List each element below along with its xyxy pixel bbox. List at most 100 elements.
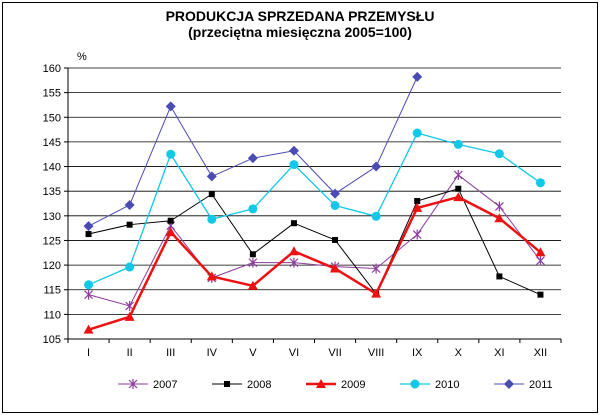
data-point-star bbox=[494, 201, 504, 212]
data-point-square bbox=[332, 236, 339, 243]
data-point-circle bbox=[248, 204, 258, 214]
y-tick-label: 105 bbox=[43, 334, 61, 346]
data-point-diamond bbox=[247, 153, 258, 164]
data-point-triangle bbox=[535, 247, 546, 257]
data-point-circle bbox=[412, 128, 422, 138]
data-point-square bbox=[290, 220, 297, 227]
legend-item-2010: 2010 bbox=[400, 379, 459, 391]
x-tick-label: IX bbox=[412, 347, 423, 359]
y-tick-label: 120 bbox=[43, 260, 61, 272]
legend-label: 2008 bbox=[247, 379, 271, 391]
data-point-star bbox=[248, 257, 258, 268]
data-point-star bbox=[128, 379, 138, 389]
series-2011 bbox=[83, 71, 423, 232]
y-tick-label: 130 bbox=[43, 211, 61, 223]
legend-item-2007: 2007 bbox=[118, 379, 177, 391]
chart-title: PRODUKCJA SPRZEDANA PRZEMYSŁU bbox=[165, 8, 435, 24]
data-point-square bbox=[537, 291, 544, 298]
data-point-triangle bbox=[165, 227, 176, 237]
y-tick-label: 115 bbox=[43, 285, 61, 297]
data-point-diamond bbox=[504, 379, 514, 389]
data-point-circle bbox=[125, 262, 135, 272]
data-point-diamond bbox=[371, 161, 382, 172]
gridlines bbox=[68, 67, 561, 315]
y-axis-label: % bbox=[77, 51, 87, 63]
legend-item-2009: 2009 bbox=[306, 379, 365, 391]
x-tick-label: I bbox=[87, 347, 90, 359]
data-point-square bbox=[224, 381, 230, 387]
data-point-triangle bbox=[124, 311, 135, 321]
series-line bbox=[88, 76, 418, 227]
series-2008 bbox=[85, 185, 544, 298]
data-point-triangle bbox=[288, 246, 299, 256]
series-2010 bbox=[84, 128, 545, 290]
legend-item-2008: 2008 bbox=[212, 379, 271, 391]
data-point-circle bbox=[535, 178, 545, 188]
y-tick-label: 135 bbox=[43, 186, 61, 198]
series-2009 bbox=[83, 192, 546, 334]
data-point-diamond bbox=[83, 221, 94, 232]
data-point-square bbox=[249, 251, 256, 258]
series-group bbox=[83, 71, 546, 334]
data-point-circle bbox=[371, 211, 381, 221]
data-point-square bbox=[414, 198, 421, 205]
x-tick-label: V bbox=[249, 347, 257, 359]
data-point-circle bbox=[453, 139, 463, 149]
data-point-triangle bbox=[247, 280, 258, 290]
y-tick-label: 110 bbox=[43, 309, 61, 321]
x-tick-label: XII bbox=[534, 347, 547, 359]
data-point-star bbox=[371, 263, 381, 274]
legend-label: 2009 bbox=[341, 379, 365, 391]
data-point-diamond bbox=[124, 199, 135, 210]
data-point-triangle bbox=[316, 379, 326, 388]
legend-label: 2010 bbox=[435, 379, 459, 391]
data-point-square bbox=[455, 185, 462, 192]
data-point-diamond bbox=[412, 71, 423, 82]
data-point-circle bbox=[166, 149, 176, 159]
data-point-triangle bbox=[83, 324, 94, 334]
y-tick-label: 140 bbox=[43, 162, 61, 174]
x-tick-label: VII bbox=[328, 347, 341, 359]
legend: 2007 2008 2009 2010 2011 bbox=[118, 379, 553, 391]
data-point-star bbox=[536, 255, 545, 266]
y-tick-label: 150 bbox=[43, 112, 61, 124]
legend-label: 2007 bbox=[153, 379, 177, 391]
data-point-circle bbox=[494, 149, 504, 159]
data-point-circle bbox=[410, 379, 420, 389]
data-point-square bbox=[208, 191, 215, 198]
x-tick-label: III bbox=[166, 347, 175, 359]
data-point-triangle bbox=[412, 202, 423, 212]
y-tick-label: 145 bbox=[43, 137, 61, 149]
data-point-triangle bbox=[206, 271, 217, 281]
x-tick-label: VIII bbox=[368, 347, 385, 359]
series-line bbox=[88, 188, 541, 296]
series-line bbox=[88, 195, 542, 331]
data-point-circle bbox=[207, 214, 217, 224]
data-point-triangle bbox=[371, 288, 382, 298]
x-tick-label: VI bbox=[289, 347, 299, 359]
series-line bbox=[88, 132, 541, 286]
axes bbox=[64, 67, 562, 343]
data-point-diamond bbox=[165, 101, 176, 112]
y-tick-label: 125 bbox=[43, 235, 61, 247]
data-point-circle bbox=[330, 200, 340, 210]
x-tick-label: II bbox=[127, 347, 133, 359]
data-point-diamond bbox=[330, 188, 341, 199]
data-point-triangle bbox=[330, 263, 341, 273]
y-tick-labels: 105 110 115 120 125 130 135 140 145 150 155 160 bbox=[43, 63, 61, 346]
data-point-square bbox=[167, 217, 174, 224]
data-point-diamond bbox=[288, 145, 299, 156]
data-point-star bbox=[453, 169, 463, 180]
data-point-triangle bbox=[494, 213, 505, 223]
legend-item-2011: 2011 bbox=[494, 379, 553, 391]
data-point-square bbox=[85, 231, 92, 238]
data-point-diamond bbox=[206, 171, 217, 182]
series-line bbox=[88, 174, 541, 307]
data-point-square bbox=[126, 221, 133, 228]
y-tick-label: 155 bbox=[43, 88, 61, 100]
data-point-star bbox=[289, 257, 299, 268]
x-tick-label: X bbox=[455, 347, 463, 359]
x-tick-label: IV bbox=[207, 347, 218, 359]
legend-label: 2011 bbox=[529, 379, 553, 391]
